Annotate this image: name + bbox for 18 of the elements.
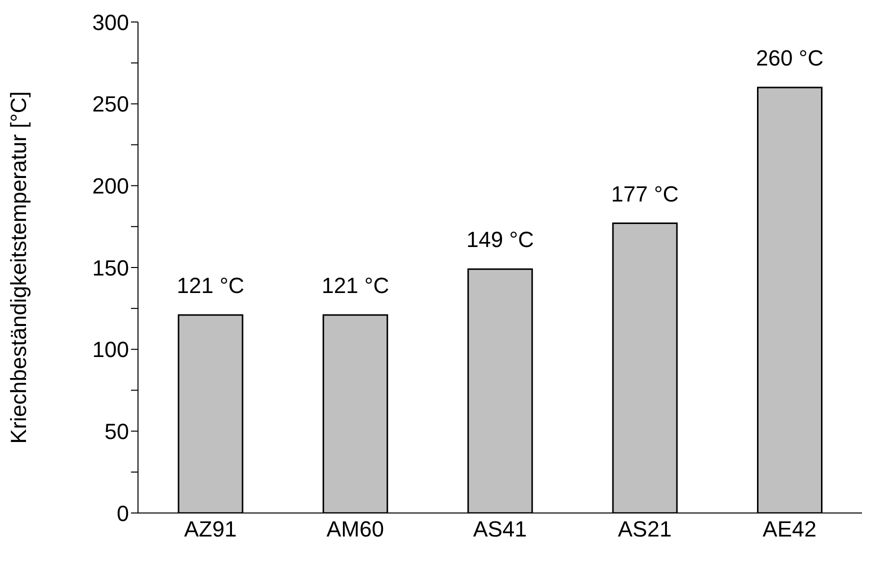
y-tick-label: 250 bbox=[92, 92, 129, 117]
data-label: 260 °C bbox=[756, 45, 824, 70]
y-tick-label: 200 bbox=[92, 173, 129, 198]
x-tick-label: AM60 bbox=[326, 516, 384, 542]
y-tick-label: 150 bbox=[92, 255, 129, 280]
data-label: 149 °C bbox=[466, 227, 534, 252]
y-tick-label: 50 bbox=[104, 418, 129, 444]
y-tick-label: 300 bbox=[92, 10, 129, 35]
y-tick-label: 100 bbox=[92, 337, 129, 362]
x-tick-label: AS41 bbox=[473, 516, 527, 542]
y-tick-label: 0 bbox=[116, 500, 129, 526]
x-tick-label: AE42 bbox=[762, 516, 817, 542]
x-tick-label: AS21 bbox=[618, 516, 672, 542]
data-label: 121 °C bbox=[322, 272, 390, 298]
y-axis-title: Kriechbeständigkeitstemperatur [°C] bbox=[6, 91, 31, 444]
data-label: 177 °C bbox=[611, 181, 679, 206]
x-tick-label: AZ91 bbox=[184, 516, 237, 542]
data-label: 121 °C bbox=[176, 272, 244, 298]
